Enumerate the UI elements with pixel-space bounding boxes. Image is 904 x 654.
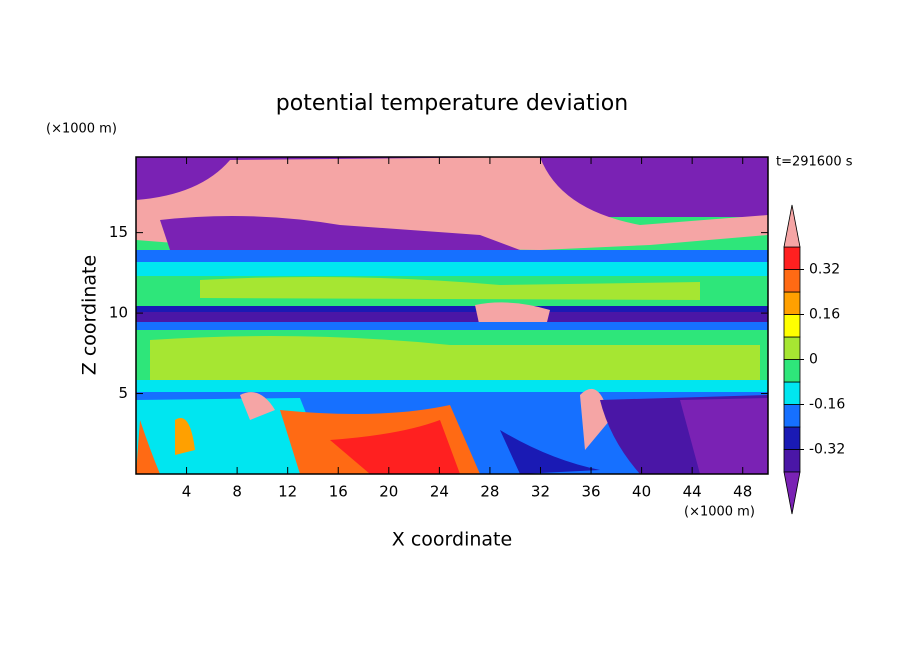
y-unit: (×1000 m) — [46, 122, 117, 137]
x-tick-label: 24 — [430, 483, 449, 501]
plot-frame — [135, 156, 769, 475]
chart-title: potential temperature deviation — [276, 91, 628, 116]
colorbar-box — [783, 269, 801, 293]
y-axis-label: Z coordinate — [79, 255, 101, 375]
colorbar-box — [783, 359, 801, 383]
colorbar-box — [783, 246, 801, 270]
contour-field — [136, 157, 768, 474]
x-tick-label: 12 — [278, 483, 297, 501]
colorbar-box — [783, 449, 801, 473]
y-tick-label: 10 — [109, 304, 128, 322]
colorbar-under — [783, 471, 801, 515]
x-unit: (×1000 m) — [684, 505, 755, 520]
x-tick-label: 40 — [632, 483, 651, 501]
y-tick-label: 5 — [118, 384, 128, 402]
colorbar-label: 0.16 — [809, 307, 840, 323]
x-tick-label: 28 — [480, 483, 499, 501]
y-tick-label: 15 — [109, 223, 128, 241]
x-tick-label: 16 — [329, 483, 348, 501]
x-axis-label: X coordinate — [392, 529, 512, 551]
colorbar-box — [783, 426, 801, 450]
colorbar-box — [783, 336, 801, 360]
colorbar-box — [783, 381, 801, 405]
x-tick-label: 44 — [683, 483, 702, 501]
x-tick-label: 32 — [531, 483, 550, 501]
colorbar-label: 0.32 — [809, 262, 840, 278]
colorbar-label: -0.32 — [809, 442, 845, 458]
colorbar-label: -0.16 — [809, 397, 845, 413]
x-tick-label: 20 — [379, 483, 398, 501]
x-tick-label: 36 — [581, 483, 600, 501]
colorbar-over — [783, 204, 801, 248]
colorbar-box — [783, 314, 801, 338]
x-tick-label: 48 — [733, 483, 752, 501]
x-tick-label: 4 — [182, 483, 192, 501]
colorbar-label: 0 — [809, 352, 818, 368]
x-tick-label: 8 — [232, 483, 242, 501]
colorbar-box — [783, 291, 801, 315]
colorbar-box — [783, 404, 801, 428]
annotation: t=291600 s — [776, 155, 853, 170]
